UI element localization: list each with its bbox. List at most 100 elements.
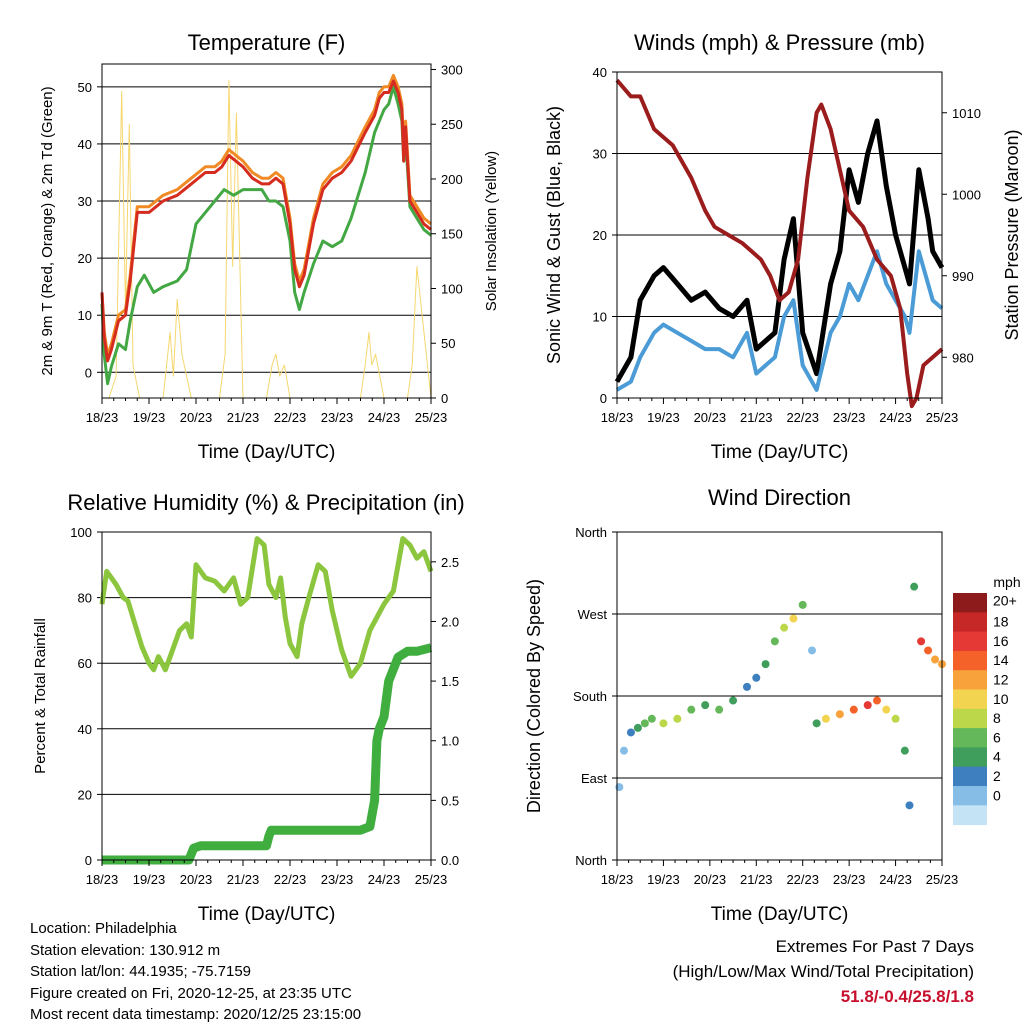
y-axis-label: Percent & Total Rainfall [32,618,49,774]
x-tick-label: 19/23 [133,872,166,887]
colorbar-swatch [953,631,987,652]
x-tick-label: 22/23 [786,872,819,887]
y-tick-label: East [581,771,607,786]
colorbar-swatch [953,670,987,690]
humidity-line [99,536,434,679]
direction-point [743,682,751,691]
extremes-box: Extremes For Past 7 Days (High/Low/Max W… [673,934,974,1009]
x-tick-label: 20/23 [180,410,213,425]
y2-tick-label: 2.5 [441,555,459,570]
x-tick-label: 21/23 [740,410,773,425]
x-tick-label: 19/23 [133,410,166,425]
y-axis-label: Sonic Wind & Gust (Blue, Black) [544,106,564,364]
direction-point [924,646,933,655]
y-tick-label: 0 [600,391,607,406]
direction-point [752,673,761,682]
x-tick-label: 23/23 [321,410,354,425]
y2-tick-label: 300 [441,62,463,77]
y2-tick-label: 250 [441,117,463,132]
direction-point [905,801,914,810]
y2-tick-label: 990 [952,269,974,284]
x-tick-label: 24/23 [879,872,912,887]
colorbar-label: 6 [993,729,1001,745]
y-axis-label: 2m & 9m T (Red, Orange) & 2m Td (Green) [39,86,56,375]
y-tick-label: 20 [78,251,92,266]
location-text: Location: Philadelphia [30,920,177,937]
elevation-text: Station elevation: 130.912 m [30,941,221,959]
x-tick-label: 25/23 [926,410,959,425]
x-tick-label: 19/23 [647,872,680,887]
y2-tick-label: 150 [441,227,463,242]
y2-tick-label: 100 [441,281,463,296]
colorbar-label: 0 [993,787,1001,803]
x-tick-label: 23/23 [833,872,866,887]
direction-point [808,646,816,655]
y-axis-label: Direction (Colored By Speed) [524,579,544,813]
colorbar-label: 2 [993,768,1001,784]
direction-point [626,728,635,737]
y-tick-label: 60 [78,656,92,671]
y-tick-label: 30 [78,194,92,209]
direction-point [687,705,696,714]
colorbar-swatch [953,612,987,633]
colorbar-label: 14 [993,652,1009,668]
direction-point [873,696,881,705]
x-tick-label: 20/23 [694,872,727,887]
direction-point [917,637,926,646]
panel-title: Wind Direction [708,485,851,510]
y-tick-label: 40 [78,137,92,152]
x-tick-label: 18/23 [601,872,634,887]
x-tick-label: 22/23 [274,410,307,425]
x-tick-label: 24/23 [368,872,401,887]
x-tick-label: 25/23 [415,410,448,425]
colorbar-label: 10 [993,691,1009,707]
direction-point [900,746,909,755]
x-tick-label: 25/23 [926,872,959,887]
x-tick-label: 24/23 [879,410,912,425]
solar-insolation-line [102,79,432,399]
direction-point [673,714,682,723]
colorbar-label: 4 [993,749,1001,765]
direction-point [780,623,789,632]
colorbar-label: 12 [993,672,1009,688]
y2-tick-label: 980 [952,350,974,365]
y-tick-label: 40 [78,722,92,737]
x-tick-label: 22/23 [274,872,307,887]
x-axis-label: Time (Day/UTC) [198,904,336,925]
colorbar-label: 20+ [993,592,1017,608]
extremes-values: 51.8/-0.4/25.8/1.8 [840,987,974,1006]
y2-tick-label: 0.0 [441,853,459,868]
y2-tick-label: 0 [441,391,448,406]
y2-tick-label: 50 [441,336,455,351]
y-tick-label: 80 [78,591,92,606]
colorbar-swatch [953,728,987,748]
x-tick-label: 21/23 [740,872,773,887]
speed-colorbar: mph 20+ 18 16 14 12 10 8 6 4 2 0 [953,574,1021,826]
temperature-panel: Temperature (F) 0 10 20 30 40 50 2m & 9m T (Red… [39,30,500,463]
direction-point [761,660,770,669]
direction-point [891,714,900,723]
y2-tick-label: 200 [441,172,463,187]
extremes-subtitle: (High/Low/Max Wind/Total Precipitation) [672,962,974,981]
sonic-wind-series [615,249,944,392]
direction-point [812,719,821,728]
y-tick-label: South [573,689,607,704]
gust-series [614,118,945,383]
precip-line [102,643,433,865]
y2-axis-label: Solar Insolation (Yellow) [483,151,500,311]
y-tick-label: 40 [593,65,607,80]
direction-point [770,637,779,646]
x-tick-label: 23/23 [321,872,354,887]
y2-tick-label: 2.0 [441,614,459,629]
y-tick-label: 0 [85,853,92,868]
y-tick-label: 10 [593,310,607,325]
winds-panel: Winds (mph) & Pressure (mb) 0 10 20 30 40 Soni… [544,30,1022,463]
extremes-title: Extremes For Past 7 Days [775,937,974,956]
y-tick-label: North [575,525,607,540]
direction-point [910,582,919,591]
colorbar-swatch [953,766,987,787]
direction-point [640,719,649,728]
station-info: Location: Philadelphia Station elevation… [30,918,361,1026]
y-tick-label: West [578,607,608,622]
y2-tick-label: 0.5 [441,793,459,808]
